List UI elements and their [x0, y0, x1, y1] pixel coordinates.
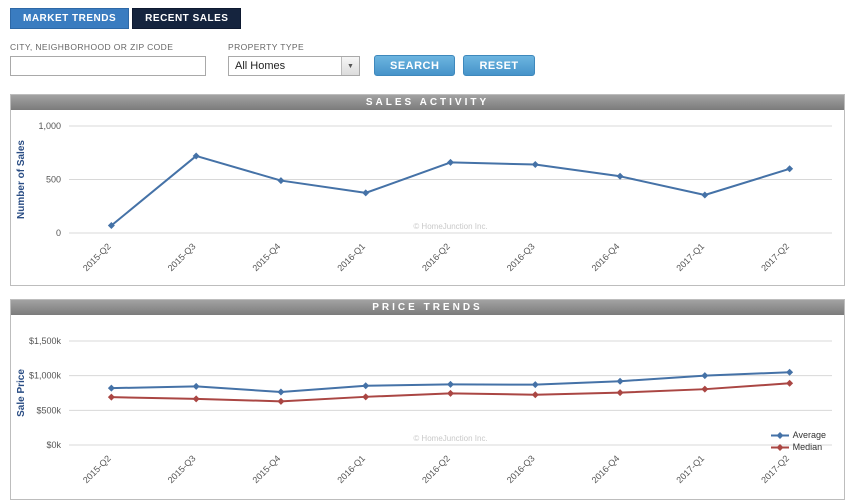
svg-text:© HomeJunction Inc.: © HomeJunction Inc.	[413, 222, 487, 231]
svg-text:0: 0	[56, 228, 61, 238]
property-type-label: PROPERTY TYPE	[228, 42, 305, 52]
svg-text:500: 500	[46, 175, 61, 185]
price-trends-panel: PRICE TRENDS $0k $500k $1,000k $1,500k 2015-…	[10, 299, 845, 500]
sales-activity-panel: SALES ACTIVITY 0 500 1,000 2015-Q2 2015-Q3 20…	[10, 94, 845, 286]
legend-item-median[interactable]: Median	[770, 441, 826, 453]
legend-item-average[interactable]: Average	[770, 429, 826, 441]
chart-legend: Average Median	[770, 429, 826, 453]
svg-text:2016-Q4: 2016-Q4	[590, 241, 622, 273]
svg-text:$500k: $500k	[36, 405, 61, 415]
svg-text:2016-Q1: 2016-Q1	[335, 241, 367, 273]
sales-activity-chart: 0 500 1,000 2015-Q2 2015-Q3 2015-Q4 2016-Q1 201…	[11, 110, 844, 285]
svg-text:2016-Q2: 2016-Q2	[420, 453, 452, 485]
svg-text:$1,000k: $1,000k	[29, 371, 62, 381]
tab-bar: MARKET TRENDS RECENT SALES	[10, 8, 845, 29]
svg-text:2017-Q1: 2017-Q1	[674, 453, 706, 485]
search-bar: CITY, NEIGHBORHOOD OR ZIP CODE PROPERTY …	[10, 42, 845, 76]
svg-text:2015-Q4: 2015-Q4	[251, 453, 283, 485]
svg-text:2015-Q3: 2015-Q3	[166, 453, 198, 485]
svg-text:$0k: $0k	[46, 440, 61, 450]
price-trends-chart: $0k $500k $1,000k $1,500k 2015-Q2 2015-Q3 2015…	[11, 315, 844, 499]
property-type-select[interactable]: All Homes ▼	[228, 56, 360, 76]
svg-text:Sale Price: Sale Price	[16, 369, 27, 417]
city-zip-label: CITY, NEIGHBORHOOD OR ZIP CODE	[10, 42, 174, 52]
svg-text:2016-Q3: 2016-Q3	[505, 241, 537, 273]
svg-text:2015-Q2: 2015-Q2	[81, 241, 113, 273]
svg-text:2016-Q4: 2016-Q4	[590, 453, 622, 485]
legend-label: Average	[792, 430, 826, 440]
tab-recent-sales[interactable]: RECENT SALES	[132, 8, 242, 29]
svg-text:1,000: 1,000	[38, 121, 61, 131]
tab-market-trends[interactable]: MARKET TRENDS	[10, 8, 130, 29]
legend-marker-icon	[770, 431, 789, 439]
chevron-down-icon: ▼	[341, 57, 359, 75]
legend-marker-icon	[770, 443, 789, 451]
svg-text:2015-Q4: 2015-Q4	[251, 241, 283, 273]
sales-activity-title: SALES ACTIVITY	[11, 95, 844, 110]
svg-text:2015-Q2: 2015-Q2	[81, 453, 113, 485]
svg-text:$1,500k: $1,500k	[29, 336, 62, 346]
svg-text:2016-Q3: 2016-Q3	[505, 453, 537, 485]
svg-text:2017-Q1: 2017-Q1	[674, 241, 706, 273]
price-trends-title: PRICE TRENDS	[11, 300, 844, 315]
svg-text:2015-Q3: 2015-Q3	[166, 241, 198, 273]
search-button[interactable]: SEARCH	[374, 55, 456, 76]
legend-label: Median	[792, 442, 823, 452]
svg-text:Number of Sales: Number of Sales	[16, 140, 27, 219]
svg-text:2017-Q2: 2017-Q2	[759, 453, 791, 485]
svg-text:2016-Q2: 2016-Q2	[420, 241, 452, 273]
property-type-value: All Homes	[235, 60, 286, 72]
city-zip-input[interactable]	[10, 56, 206, 76]
svg-text:© HomeJunction Inc.: © HomeJunction Inc.	[413, 434, 487, 443]
svg-text:2016-Q1: 2016-Q1	[335, 453, 367, 485]
svg-text:2017-Q2: 2017-Q2	[759, 241, 791, 273]
reset-button[interactable]: RESET	[463, 55, 535, 76]
